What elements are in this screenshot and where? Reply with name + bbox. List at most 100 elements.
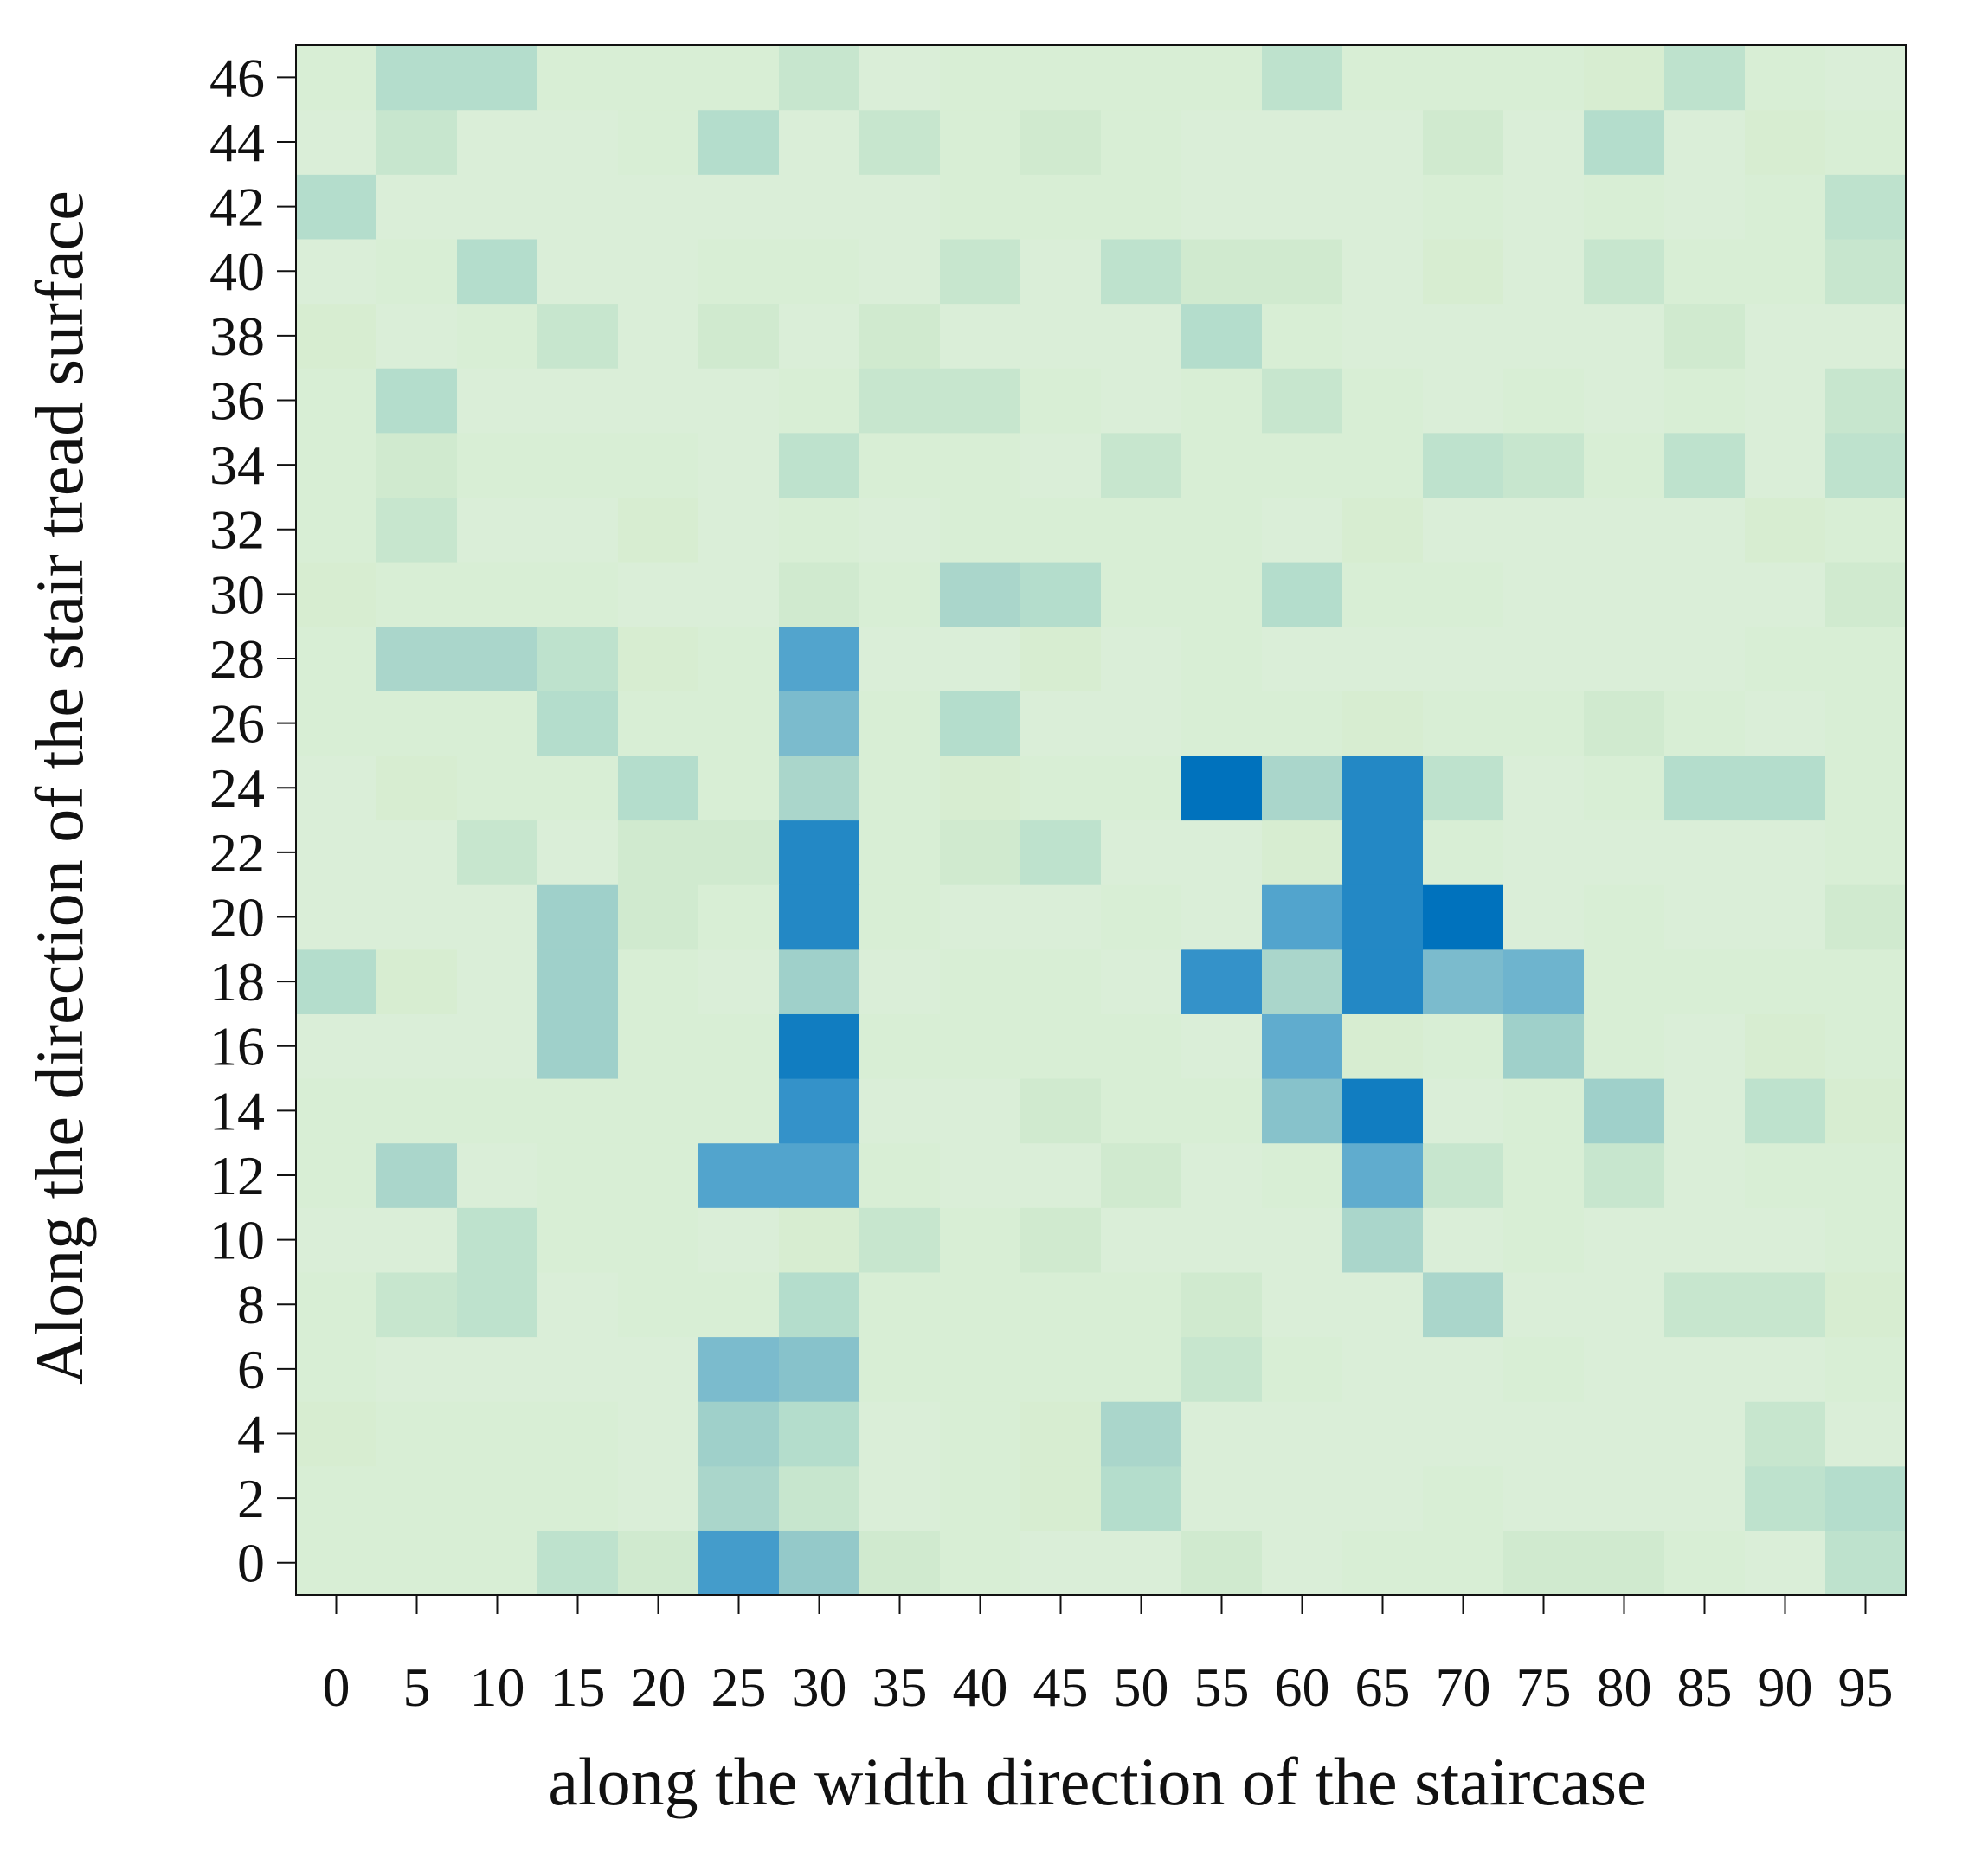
heatmap-cell <box>618 884 699 950</box>
heatmap-cell <box>859 368 941 434</box>
heatmap-cell <box>618 238 699 305</box>
heatmap-cell <box>1503 562 1585 627</box>
heatmap-cell <box>1342 884 1424 950</box>
heatmap-cell <box>1503 820 1585 885</box>
heatmap-cell <box>1503 303 1585 369</box>
heatmap-cell <box>1262 1336 1343 1402</box>
heatmap-cell <box>859 562 941 627</box>
heatmap-cell <box>1262 1078 1343 1144</box>
heatmap-cell <box>1262 949 1343 1014</box>
heatmap-cell <box>457 1401 538 1467</box>
y-tick-label: 36 <box>209 370 265 431</box>
heatmap-cell <box>1825 562 1907 627</box>
heatmap-cell <box>1825 820 1907 885</box>
heatmap-cell <box>1342 820 1424 885</box>
heatmap-cell <box>1664 1530 1746 1596</box>
y-tick-label: 8 <box>237 1274 265 1335</box>
heatmap-cell <box>1825 1401 1907 1467</box>
heatmap-cell <box>1664 562 1746 627</box>
heatmap-cell <box>1342 303 1424 369</box>
heatmap-cell <box>537 45 619 111</box>
heatmap-cell <box>859 755 941 821</box>
heatmap-cell <box>1181 562 1263 627</box>
heatmap-cell <box>940 497 1021 563</box>
heatmap-cell <box>1584 884 1665 950</box>
heatmap-cell <box>779 626 860 691</box>
heatmap-cell <box>1342 1142 1424 1208</box>
heatmap-cell <box>940 755 1021 821</box>
heatmap-cell <box>1423 45 1504 111</box>
x-tick-label: 70 <box>1436 1656 1491 1718</box>
heatmap-cell <box>779 174 860 240</box>
heatmap-cell <box>1825 174 1907 240</box>
heatmap-cell <box>296 691 377 756</box>
heatmap-cell <box>698 1013 780 1079</box>
heatmap-cell <box>859 1530 941 1596</box>
heatmap-cell <box>940 1013 1021 1079</box>
heatmap-cell <box>618 1336 699 1402</box>
heatmap-cell <box>1503 238 1585 305</box>
heatmap-cell <box>940 1336 1021 1402</box>
heatmap-cell <box>779 1530 860 1596</box>
heatmap-cell <box>1342 1530 1424 1596</box>
heatmap-cell <box>537 1078 619 1144</box>
heatmap-cell <box>940 368 1021 434</box>
heatmap-cell <box>1584 1465 1665 1531</box>
heatmap-cell <box>1423 949 1504 1014</box>
heatmap-cell <box>698 1401 780 1467</box>
heatmap-cell <box>1664 884 1746 950</box>
heatmap-cell <box>1584 626 1665 691</box>
y-tick-label: 22 <box>209 822 265 884</box>
heatmap-cell <box>1745 820 1826 885</box>
heatmap-cell <box>376 1336 458 1402</box>
heatmap-cell <box>779 755 860 821</box>
heatmap-cell <box>1423 1401 1504 1467</box>
heatmap-cell <box>1423 497 1504 563</box>
heatmap-cell <box>1342 368 1424 434</box>
heatmap-cell <box>940 1530 1021 1596</box>
heatmap-cell <box>1745 109 1826 175</box>
heatmap-cell <box>296 1465 377 1531</box>
heatmap-cell <box>859 626 941 691</box>
x-tick-label: 90 <box>1758 1656 1813 1718</box>
heatmap-cell <box>859 820 941 885</box>
x-tick-label: 20 <box>631 1656 686 1718</box>
heatmap-cell <box>779 1142 860 1208</box>
heatmap-cell <box>1342 1078 1424 1144</box>
heatmap-cell <box>537 109 619 175</box>
heatmap-cell <box>1423 432 1504 498</box>
heatmap-cell <box>940 1465 1021 1531</box>
heatmap-cell <box>1664 1401 1746 1467</box>
heatmap-cell <box>1020 238 1102 305</box>
heatmap-cell <box>859 1142 941 1208</box>
heatmap-cell <box>1342 1465 1424 1531</box>
heatmap-cell <box>376 1142 458 1208</box>
heatmap-cell <box>1262 497 1343 563</box>
heatmap-cell <box>1101 1530 1182 1596</box>
heatmap-cell <box>859 1207 941 1273</box>
heatmap-cell <box>1020 1530 1102 1596</box>
heatmap-cell <box>618 691 699 756</box>
heatmap-cell <box>940 45 1021 111</box>
heatmap-cell <box>457 368 538 434</box>
heatmap-cell <box>1342 1207 1424 1273</box>
heatmap-cell <box>1020 497 1102 563</box>
heatmap-cell <box>779 1336 860 1402</box>
heatmap-cell <box>1423 562 1504 627</box>
heatmap-cell <box>457 755 538 821</box>
heatmap-cell <box>779 949 860 1014</box>
heatmap-cell <box>1101 1013 1182 1079</box>
heatmap-cell <box>940 1401 1021 1467</box>
heatmap-cell <box>698 884 780 950</box>
heatmap-cell <box>859 1078 941 1144</box>
y-tick-label: 32 <box>209 499 265 561</box>
x-tick-label: 10 <box>470 1656 525 1718</box>
heatmap-cell <box>457 1207 538 1273</box>
heatmap-cell <box>618 497 699 563</box>
heatmap-cell <box>376 368 458 434</box>
heatmap-cell <box>1423 109 1504 175</box>
heatmap-cell <box>940 174 1021 240</box>
heatmap-cell <box>1745 1530 1826 1596</box>
heatmap-cell <box>457 45 538 111</box>
heatmap-cell <box>618 1271 699 1338</box>
